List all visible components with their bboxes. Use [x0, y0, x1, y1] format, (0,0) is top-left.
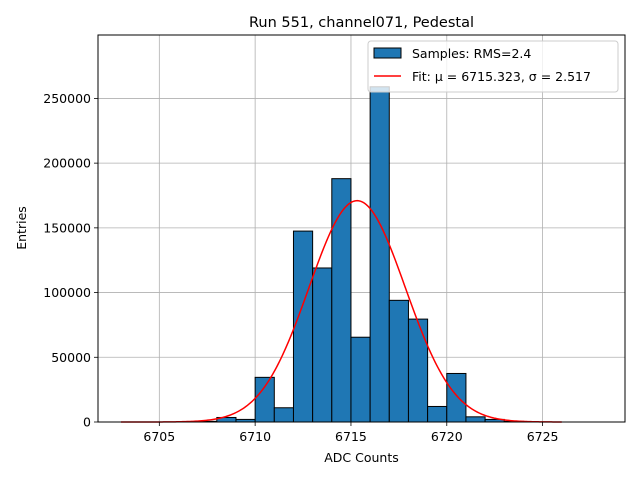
histogram-bar	[388, 299, 409, 423]
y-tick-label: 200000	[43, 156, 91, 171]
legend: Samples: RMS=2.4 Fit: μ = 6715.323, σ = …	[367, 40, 619, 93]
x-tick-label: 6725	[527, 429, 559, 444]
legend-box	[367, 40, 619, 93]
plot-frame	[97, 34, 626, 423]
histogram-bar	[427, 405, 448, 423]
x-tick-label: 6710	[239, 429, 271, 444]
histogram-bar	[465, 416, 486, 423]
histogram-bars	[197, 86, 524, 423]
histogram-bar	[331, 178, 352, 423]
y-axis-ticks: 0 50000 100000 150000 200000 250000	[43, 91, 98, 430]
histogram-bar	[292, 230, 314, 423]
gaussian-fit-curve	[121, 199, 562, 423]
legend-swatch-samples	[373, 47, 402, 59]
y-axis-label: Entries	[14, 206, 29, 250]
x-tick-label: 6720	[431, 429, 463, 444]
y-tick-label: 100000	[43, 285, 91, 300]
histogram-bar	[312, 267, 333, 423]
x-tick-label: 6715	[335, 429, 367, 444]
y-tick-label: 0	[83, 415, 91, 430]
y-tick-label: 50000	[51, 350, 91, 365]
histogram-bar	[446, 372, 467, 423]
chart-title: Run 551, channel071, Pedestal	[249, 15, 474, 31]
x-axis-label: ADC Counts	[324, 450, 399, 465]
x-axis-ticks: 6705 6710 6715 6720 6725	[143, 422, 559, 444]
x-tick-label: 6705	[143, 429, 175, 444]
legend-label-samples: Samples: RMS=2.4	[412, 46, 531, 61]
y-tick-label: 250000	[43, 91, 91, 106]
legend-label-fit: Fit: μ = 6715.323, σ = 2.517	[412, 69, 591, 84]
y-tick-label: 150000	[43, 220, 91, 235]
histogram-bar	[254, 376, 275, 423]
histogram-bar	[273, 407, 294, 423]
histogram-bar	[350, 336, 371, 423]
histogram-bar	[369, 86, 390, 423]
histogram-bar	[407, 318, 429, 423]
